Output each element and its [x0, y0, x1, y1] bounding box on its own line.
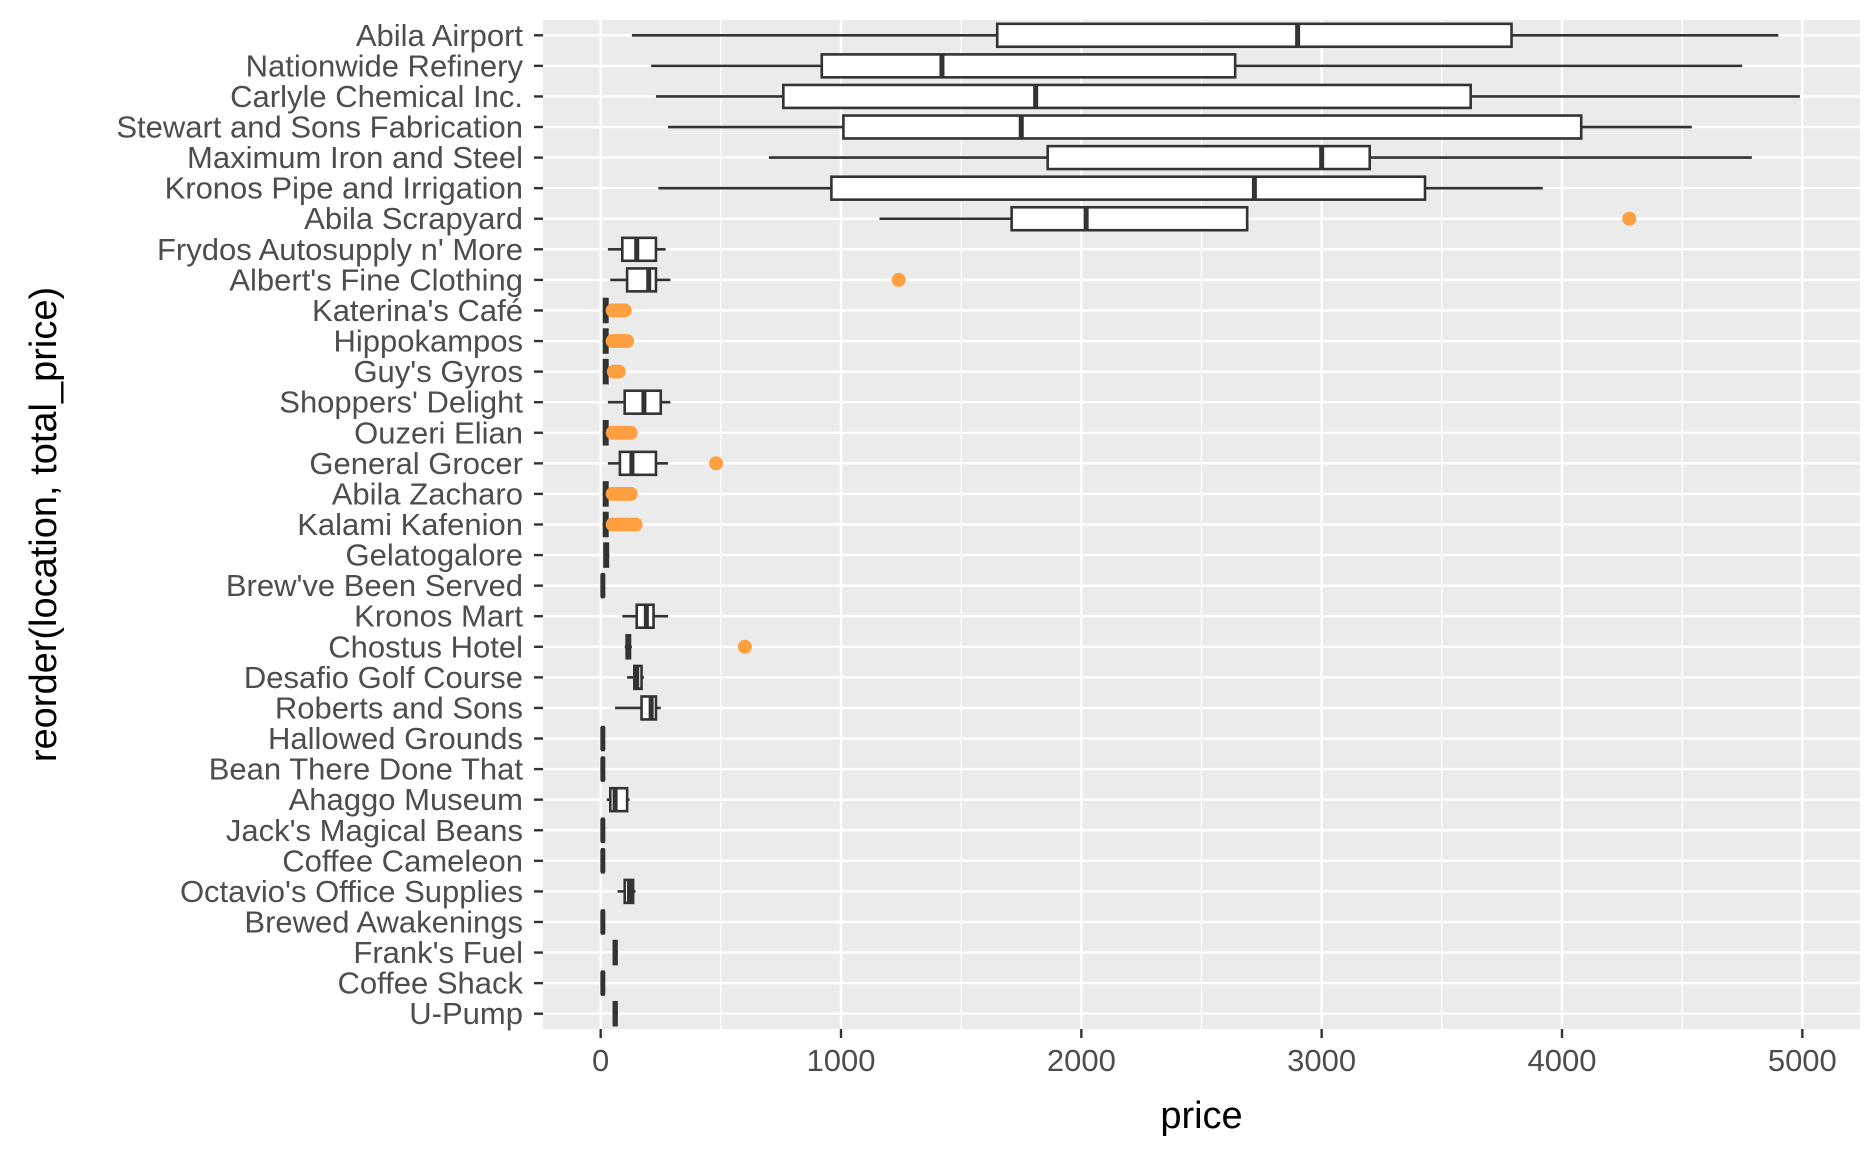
box-group	[602, 358, 626, 385]
y-tick-label: Guy's Gyros	[353, 354, 523, 389]
box-iqr	[995, 22, 1513, 49]
box-iqr	[618, 450, 658, 477]
box-group	[600, 572, 606, 599]
y-tick-label: Frank's Fuel	[353, 935, 523, 970]
box-iqr	[625, 267, 658, 293]
box-group	[606, 786, 630, 813]
y-tick-label: Abila Zacharo	[332, 476, 523, 511]
y-tick-label: Ouzeri Elian	[354, 415, 523, 450]
outlier-point	[617, 303, 632, 318]
y-tick-label: Hallowed Grounds	[268, 721, 523, 756]
x-tick-label: 2000	[1047, 1043, 1116, 1078]
outlier-point	[623, 486, 638, 501]
boxplot-series	[600, 22, 1800, 1027]
box-group	[603, 542, 610, 568]
outlier-point	[891, 272, 906, 287]
box-group	[655, 83, 1800, 110]
outlier-point	[623, 425, 638, 440]
y-tick-label: Shoppers' Delight	[279, 385, 523, 420]
box-group	[615, 695, 661, 721]
y-tick-label: Brew've Been Served	[226, 568, 523, 603]
y-tick-label: Hippokampos	[333, 324, 523, 359]
box-iqr	[782, 83, 1472, 110]
box-iqr	[842, 114, 1583, 140]
box-group	[667, 114, 1692, 140]
y-tick-label: Abila Airport	[356, 18, 524, 53]
y-tick-label: Bean There Done That	[209, 752, 524, 787]
box-group	[600, 909, 606, 935]
y-tick-label: U-Pump	[409, 996, 523, 1031]
y-axis-title: reorder(location, total_price)	[23, 287, 65, 762]
y-tick-label: Frydos Autosupply n' More	[157, 232, 523, 267]
outlier-point	[628, 517, 643, 532]
box-group	[600, 725, 606, 752]
x-tick-label: 0	[592, 1043, 609, 1078]
box-group	[602, 420, 638, 446]
box-group	[602, 328, 635, 354]
y-tick-label: Stewart and Sons Fabrication	[116, 110, 523, 145]
box-group	[617, 878, 636, 905]
box-iqr	[830, 175, 1427, 201]
y-tick-label: Carlyle Chemical Inc.	[230, 79, 523, 114]
box-group	[622, 603, 668, 629]
x-tick-label: 3000	[1287, 1043, 1356, 1078]
box-group	[607, 389, 671, 415]
box-group	[879, 205, 1637, 232]
y-tick-label: Kalami Kafenion	[297, 507, 523, 542]
x-tick-label: 1000	[807, 1043, 876, 1078]
y-tick-label: Ahaggo Museum	[289, 782, 523, 817]
box-group	[602, 297, 632, 324]
y-tick-label: Katerina's Café	[312, 293, 523, 328]
box-group	[600, 756, 606, 782]
x-tick-label: 5000	[1768, 1043, 1837, 1078]
y-tick-label: Octavio's Office Supplies	[180, 874, 523, 909]
x-axis: 0 1000 2000 3000 4000 5000	[592, 1029, 1837, 1078]
box-group	[602, 481, 638, 507]
y-tick-label: Coffee Shack	[337, 966, 523, 1001]
y-tick-label: Desafio Golf Course	[244, 660, 523, 695]
y-tick-label: Gelatogalore	[345, 538, 523, 573]
box-group	[600, 848, 606, 874]
box-group	[600, 970, 606, 996]
outlier-point	[1622, 211, 1637, 226]
y-tick-label: Kronos Pipe and Irrigation	[165, 171, 523, 206]
box-iqr	[1010, 205, 1249, 232]
y-tick-label: Albert's Fine Clothing	[229, 262, 523, 297]
y-tick-label: Jack's Magical Beans	[226, 813, 523, 848]
x-tick-label: 4000	[1528, 1043, 1597, 1078]
y-tick-label: Brewed Awakenings	[244, 904, 523, 939]
box-group	[768, 144, 1752, 171]
box-group	[602, 511, 643, 538]
y-tick-label: Maximum Iron and Steel	[187, 140, 523, 175]
outlier-point	[611, 364, 626, 379]
y-tick-label: Roberts and Sons	[275, 690, 523, 725]
box-group	[612, 1000, 618, 1027]
outlier-point	[620, 334, 635, 349]
box-group	[607, 450, 724, 477]
y-tick-label: General Grocer	[309, 446, 523, 481]
x-axis-title: price	[1160, 1095, 1242, 1137]
box-group	[612, 939, 618, 966]
y-tick-label: Chostus Hotel	[328, 629, 523, 664]
box-group	[610, 267, 906, 293]
box-group	[658, 175, 1543, 201]
box-group	[627, 664, 644, 691]
y-tick-label: Abila Scrapyard	[304, 201, 523, 236]
y-tick-label: Coffee Cameleon	[282, 843, 523, 878]
y-tick-label: Nationwide Refinery	[246, 48, 524, 83]
outlier-point	[737, 639, 752, 654]
box-group	[607, 236, 666, 263]
box-group	[651, 53, 1743, 79]
box-group	[624, 634, 752, 660]
box-iqr	[1046, 144, 1372, 171]
outlier-point	[709, 456, 724, 471]
y-tick-label: Kronos Mart	[354, 599, 523, 634]
box-group	[631, 22, 1779, 49]
box-group	[600, 817, 606, 844]
box-iqr	[820, 53, 1237, 79]
